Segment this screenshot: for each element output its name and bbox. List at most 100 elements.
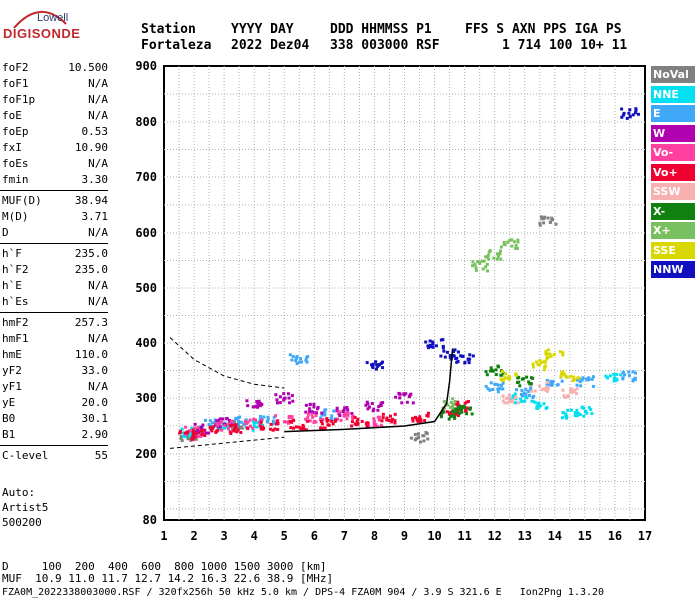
data-point-ssw xyxy=(566,395,570,399)
header-config-value: 1 714 100 10+ 11 xyxy=(502,38,628,53)
data-point-w xyxy=(342,408,346,412)
data-point-nne xyxy=(180,427,184,431)
data-point-nnw xyxy=(371,362,375,366)
data-point-vo- xyxy=(418,415,422,419)
data-point-noval xyxy=(419,440,423,444)
data-point-nnw xyxy=(636,112,640,116)
data-point-vo- xyxy=(193,426,197,430)
data-point-vo- xyxy=(259,427,263,431)
data-point-w xyxy=(398,396,402,400)
data-point-nnw xyxy=(377,363,381,367)
data-point-e xyxy=(581,376,585,380)
data-point-noval xyxy=(538,223,542,227)
data-point-e xyxy=(527,393,531,397)
data-point-vo- xyxy=(231,423,235,427)
param-name: B0 xyxy=(2,412,16,425)
y-tick-label: 400 xyxy=(135,336,157,350)
data-point-x- xyxy=(470,412,474,416)
param-name: D xyxy=(2,226,9,239)
data-point-noval xyxy=(550,216,554,220)
data-point-vo- xyxy=(372,421,376,425)
data-point-x- xyxy=(453,415,457,419)
y-tick-label: 300 xyxy=(135,391,157,405)
data-point-x- xyxy=(488,249,492,253)
data-point-nne xyxy=(535,404,539,408)
data-point-x- xyxy=(452,402,456,406)
data-point-nnw xyxy=(455,356,459,360)
data-point-x- xyxy=(498,249,502,253)
data-point-e xyxy=(294,356,298,360)
autoscaler-code: 500200 xyxy=(2,516,42,529)
data-point-vo- xyxy=(229,423,233,427)
legend-item-x-: X- xyxy=(651,202,695,220)
data-point-vo- xyxy=(229,431,233,435)
data-point-e xyxy=(295,355,299,359)
data-point-sse xyxy=(539,360,543,364)
data-point-nne xyxy=(223,426,227,430)
x-tick-label: 8 xyxy=(371,529,378,543)
data-point-nne xyxy=(580,405,584,409)
data-point-nne xyxy=(513,392,517,396)
data-point-w xyxy=(282,398,286,402)
data-point-e xyxy=(496,390,500,394)
data-point-vo- xyxy=(320,426,324,430)
data-point-vo- xyxy=(203,434,207,438)
data-point-nnw xyxy=(381,360,385,364)
data-point-sse xyxy=(571,379,575,383)
data-point-w xyxy=(193,422,197,426)
x-tick-label: 5 xyxy=(281,529,288,543)
param-name: h`F xyxy=(2,247,22,260)
data-point-vo- xyxy=(282,420,286,424)
data-point-nne xyxy=(190,426,194,430)
header-date-label: YYYY DAY xyxy=(231,22,294,37)
data-point-sse xyxy=(546,348,550,352)
data-point-x- xyxy=(485,373,489,377)
param-name: M(D) xyxy=(2,210,29,223)
data-point-vo- xyxy=(292,426,296,430)
param-row: h`E N/A xyxy=(2,278,108,293)
data-point-nnw xyxy=(448,356,452,360)
data-point-vo- xyxy=(275,422,279,426)
data-point-e xyxy=(239,420,243,424)
data-point-x- xyxy=(454,407,458,411)
data-point-w xyxy=(404,392,408,396)
data-point-nne xyxy=(536,406,540,410)
data-point-vo- xyxy=(194,431,198,435)
y-tick-label: 600 xyxy=(135,226,157,240)
data-point-x- xyxy=(473,263,477,267)
param-value: 235.0 xyxy=(74,263,108,276)
data-point-x- xyxy=(517,380,521,384)
data-point-w xyxy=(411,401,415,405)
param-row: h`F 235.0 xyxy=(2,246,108,261)
param-name: hmF1 xyxy=(2,332,29,345)
data-point-nnw xyxy=(441,346,445,350)
data-point-nnw xyxy=(466,357,470,361)
data-point-nne xyxy=(582,414,586,418)
x-tick-label: 14 xyxy=(548,529,562,543)
data-point-e xyxy=(271,419,275,423)
data-point-x- xyxy=(451,410,455,414)
data-point-vo- xyxy=(215,422,219,426)
data-point-sse xyxy=(500,369,504,373)
data-point-x- xyxy=(502,242,506,246)
data-point-nnw xyxy=(460,354,464,358)
param-name: fmin xyxy=(2,173,29,186)
data-point-vo- xyxy=(294,425,298,429)
data-point-w xyxy=(376,408,380,412)
param-row: foE N/A xyxy=(2,108,108,123)
data-point-sse xyxy=(569,374,573,378)
data-point-w xyxy=(225,417,229,421)
data-point-w xyxy=(379,403,383,407)
data-point-vo- xyxy=(353,415,357,419)
data-point-noval xyxy=(179,435,183,439)
data-point-nne xyxy=(225,425,229,429)
data-point-nne xyxy=(615,378,619,382)
data-point-e xyxy=(498,387,502,391)
data-point-x- xyxy=(484,265,488,269)
data-point-e xyxy=(299,357,303,361)
data-point-noval xyxy=(540,217,544,221)
x-tick-label: 3 xyxy=(221,529,228,543)
data-point-e xyxy=(272,415,276,419)
param-row: B0 30.1 xyxy=(2,411,108,426)
data-point-noval xyxy=(413,433,417,437)
